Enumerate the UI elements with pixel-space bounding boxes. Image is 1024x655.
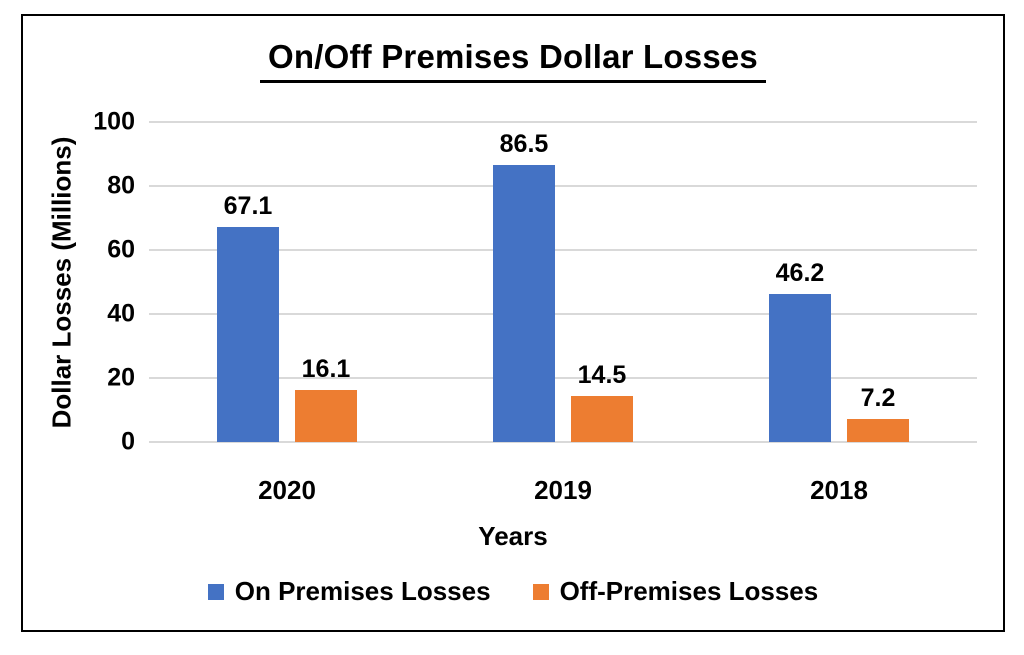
- gridline: [149, 377, 977, 379]
- x-axis-tick-labels: 2020 2019 2018: [149, 475, 977, 506]
- bars-layer: 67.1 16.1 86.5 14.5 46.2 7.2: [149, 122, 977, 442]
- chart-title-text: On/Off Premises Dollar Losses: [260, 38, 766, 83]
- legend-item: On Premises Losses: [207, 576, 491, 607]
- gridline: [149, 185, 977, 187]
- bar: [847, 418, 909, 442]
- y-tick-label: 0: [121, 427, 135, 456]
- y-tick-label: 60: [107, 235, 135, 264]
- legend-item: Off-Premises Losses: [532, 576, 819, 607]
- legend-label: On Premises Losses: [234, 576, 491, 606]
- bar: [571, 395, 633, 442]
- chart-frame: On/Off Premises Dollar Losses Dollar Los…: [21, 14, 1005, 632]
- legend-swatch: [532, 583, 549, 600]
- bar-with-label: 14.5: [571, 122, 633, 442]
- bar-group-2018: 46.2 7.2: [701, 122, 977, 442]
- bar-value-label: 67.1: [223, 192, 273, 221]
- legend-label: Off-Premises Losses: [559, 576, 819, 606]
- y-axis-title: Dollar Losses (Millions): [45, 122, 79, 442]
- gridline: [149, 313, 977, 315]
- gridline: [149, 249, 977, 251]
- bar-with-label: 7.2: [847, 122, 909, 442]
- bar: [769, 294, 831, 442]
- plot-area: 67.1 16.1 86.5 14.5 46.2 7.2: [149, 121, 977, 443]
- chart-title: On/Off Premises Dollar Losses: [23, 38, 1003, 83]
- x-tick-label: 2018: [810, 475, 868, 505]
- bar: [217, 227, 279, 442]
- x-tick-label: 2020: [258, 475, 316, 505]
- y-tick-label: 80: [107, 171, 135, 200]
- y-tick-label: 40: [107, 299, 135, 328]
- bar: [295, 390, 357, 442]
- bar-value-label: 46.2: [775, 259, 825, 288]
- bar-group-2020: 67.1 16.1: [149, 122, 425, 442]
- bar-with-label: 67.1: [217, 122, 279, 442]
- bar: [493, 165, 555, 442]
- bar-value-label: 16.1: [301, 355, 351, 384]
- bar-with-label: 46.2: [769, 122, 831, 442]
- legend-swatch: [207, 583, 224, 600]
- y-tick-label: 100: [93, 107, 135, 136]
- y-tick-label: 20: [107, 363, 135, 392]
- bar-group-2019: 86.5 14.5: [425, 122, 701, 442]
- bar-value-label: 7.2: [860, 383, 896, 412]
- x-tick-label: 2019: [534, 475, 592, 505]
- gridline: [149, 121, 977, 123]
- bar-value-label: 14.5: [577, 360, 627, 389]
- legend: On Premises Losses Off-Premises Losses: [23, 576, 1003, 607]
- gridline: [149, 441, 977, 443]
- bar-with-label: 86.5: [493, 122, 555, 442]
- bar-value-label: 86.5: [499, 130, 549, 159]
- bar-with-label: 16.1: [295, 122, 357, 442]
- x-axis-title: Years: [478, 521, 548, 551]
